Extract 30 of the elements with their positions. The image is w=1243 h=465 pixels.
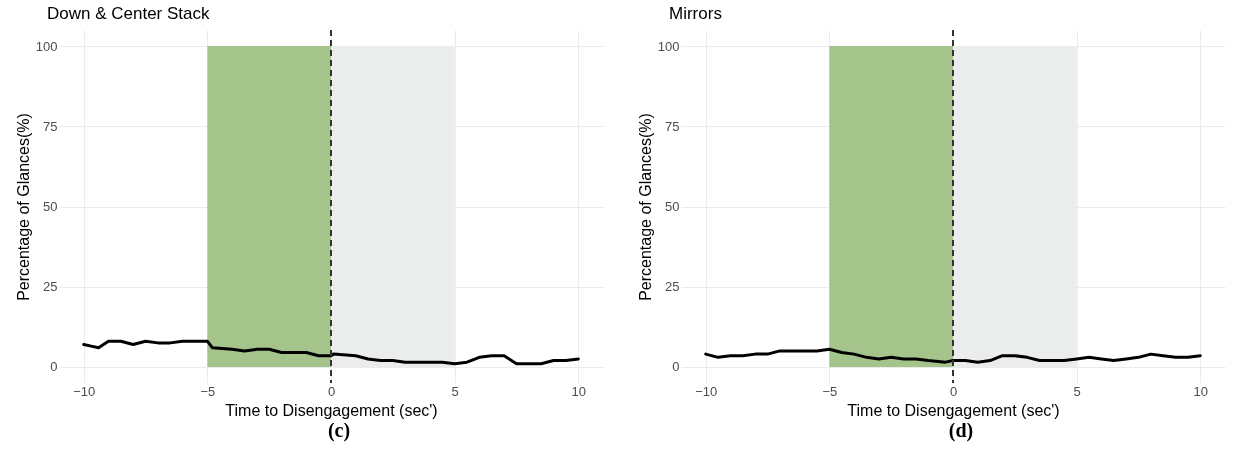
chart-title: Down & Center Stack <box>47 4 211 23</box>
x-tick-label: 5 <box>451 383 459 399</box>
x-tick-label: 5 <box>1073 383 1081 399</box>
chart-title: Mirrors <box>669 4 722 23</box>
x-tick-label: 10 <box>571 383 587 399</box>
x-axis-title: Time to Disengagement (sec') <box>847 401 1060 419</box>
y-tick-label: 50 <box>665 199 680 214</box>
y-tick-label: 75 <box>665 118 680 134</box>
y-tick-label: 25 <box>43 279 58 295</box>
x-tick-label: 10 <box>1193 383 1209 399</box>
x-tick-label: −5 <box>822 383 838 399</box>
y-tick-label: 0 <box>50 359 58 375</box>
y-tick-label: 0 <box>672 359 680 375</box>
x-tick-label: 0 <box>949 383 958 399</box>
x-tick-label: −5 <box>200 383 216 399</box>
y-tick-label: 50 <box>43 199 58 214</box>
line-series <box>82 339 580 366</box>
line-series <box>704 347 1202 364</box>
y-tick-label: 100 <box>35 38 58 54</box>
x-tick-label: −10 <box>73 383 96 399</box>
text: (c) <box>326 419 351 442</box>
y-axis-title: Percentage of Glances(%) <box>14 113 32 301</box>
y-tick-label: 100 <box>657 38 680 54</box>
text: (d) <box>947 419 974 442</box>
x-axis-title: Time to Disengagement (sec') <box>225 401 438 419</box>
x-tick-label: 0 <box>327 383 336 399</box>
y-axis-title: Percentage of Glances(%) <box>636 113 654 301</box>
y-tick-label: 25 <box>665 279 680 295</box>
y-tick-label: 75 <box>43 118 58 134</box>
x-tick-label: −10 <box>695 383 718 399</box>
